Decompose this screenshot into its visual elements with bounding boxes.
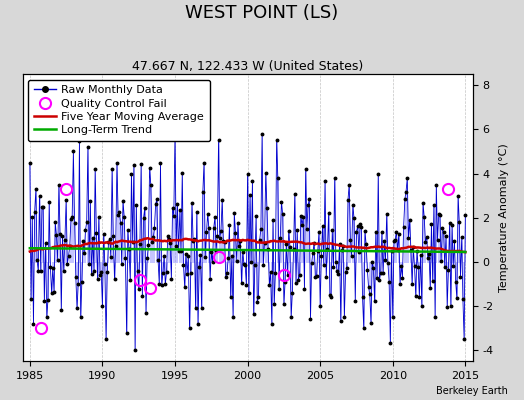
Legend: Raw Monthly Data, Quality Control Fail, Five Year Moving Average, Long-Term Tren: Raw Monthly Data, Quality Control Fail, … [28,80,210,141]
Title: 47.667 N, 122.433 W (United States): 47.667 N, 122.433 W (United States) [132,60,363,73]
Text: WEST POINT (LS): WEST POINT (LS) [185,4,339,22]
Text: Berkeley Earth: Berkeley Earth [436,386,508,396]
Y-axis label: Temperature Anomaly (°C): Temperature Anomaly (°C) [499,143,509,292]
